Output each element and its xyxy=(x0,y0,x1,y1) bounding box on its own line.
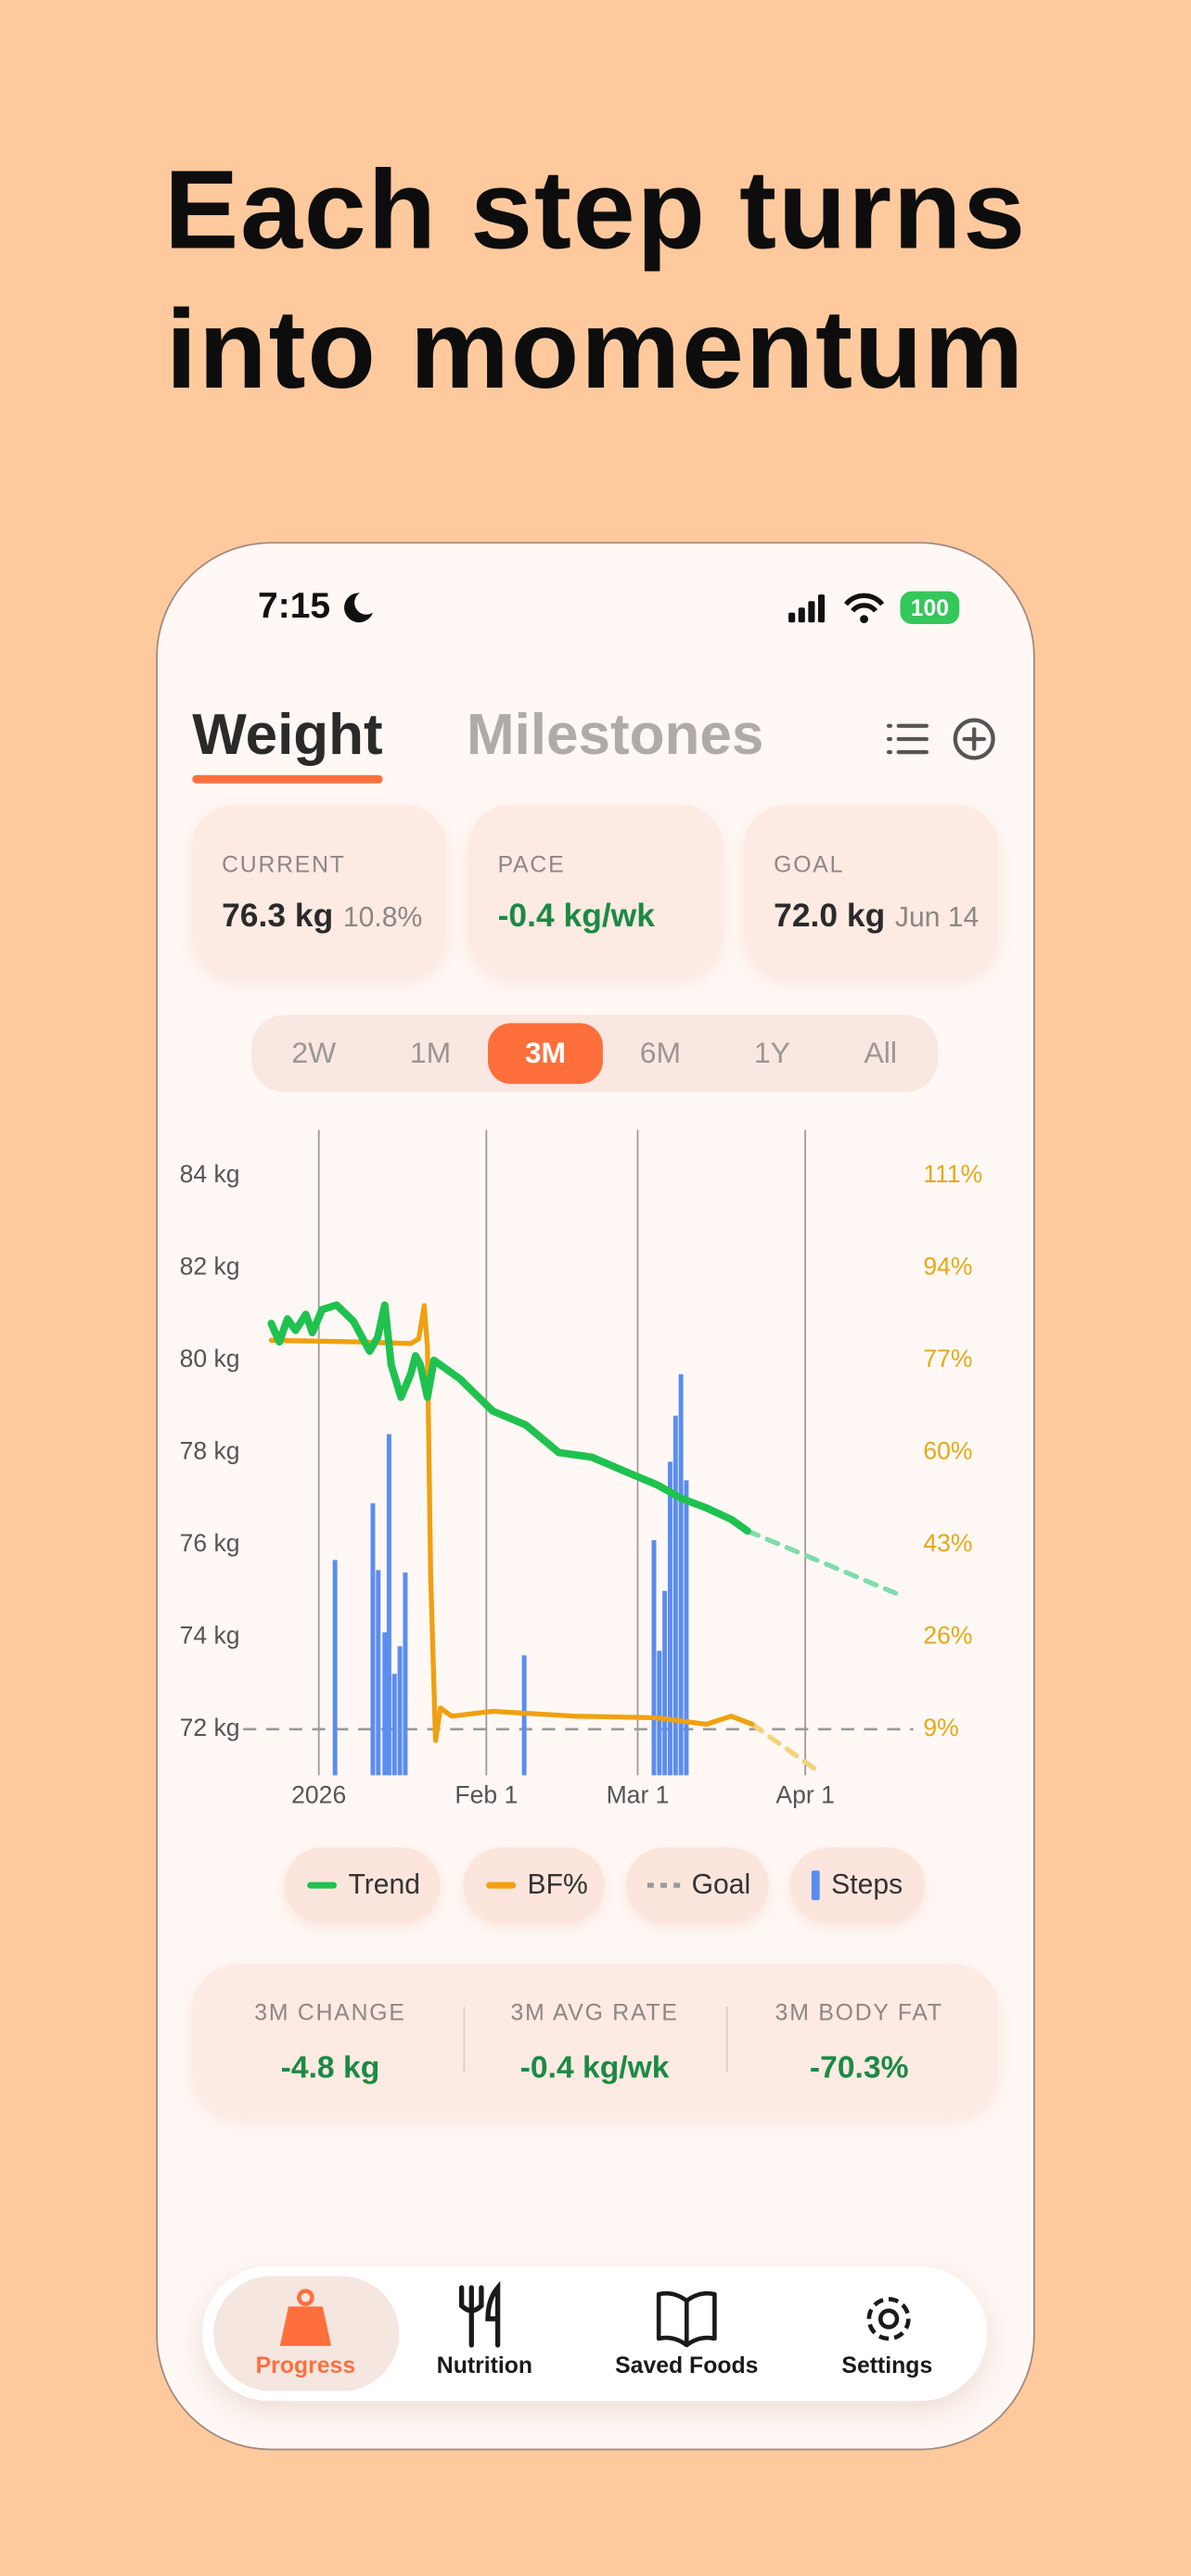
y2-tick-label: 77% xyxy=(923,1345,972,1372)
moon-icon xyxy=(344,593,374,623)
divider xyxy=(463,2007,466,2073)
x-tick-label: Feb 1 xyxy=(455,1781,518,1809)
range-option[interactable]: 1M xyxy=(409,1036,452,1069)
saved-foods-icon[interactable] xyxy=(656,2290,717,2348)
tab[interactable]: Weight xyxy=(192,703,383,768)
stat-card: GOAL 72.0 kg Jun 14 xyxy=(744,804,999,976)
card-value: 76.3 kg 10.8% xyxy=(222,899,422,937)
x-tick-label: Apr 1 xyxy=(775,1781,834,1809)
headline: Each step turns xyxy=(163,147,1028,273)
legend-item[interactable]: Trend xyxy=(284,1847,441,1923)
tab[interactable]: Milestones xyxy=(466,703,764,768)
legend-item[interactable]: BF% xyxy=(463,1847,605,1923)
tab-bar-label[interactable]: Progress xyxy=(255,2352,356,2378)
range-option[interactable]: 3M xyxy=(487,1023,603,1084)
legend-swatch xyxy=(647,1882,684,1888)
y2-tick-label: 43% xyxy=(923,1529,972,1557)
y2-tick-label: 111% xyxy=(923,1160,982,1188)
bar xyxy=(382,1632,388,1776)
bar xyxy=(376,1570,381,1776)
legend-label: Trend xyxy=(348,1868,420,1901)
bar xyxy=(657,1651,662,1776)
y-tick-label: 84 kg xyxy=(180,1160,240,1188)
y-tick-label: 82 kg xyxy=(180,1253,240,1281)
y2-tick-label: 60% xyxy=(923,1436,972,1464)
bar xyxy=(672,1415,678,1776)
range-option[interactable]: 2W xyxy=(291,1036,337,1069)
line xyxy=(268,1303,755,1743)
y2-tick-label: 26% xyxy=(923,1621,972,1649)
summary-label: 3M BODY FAT xyxy=(775,1998,943,2025)
y-tick-label: 76 kg xyxy=(180,1529,240,1557)
card-value: 72.0 kg Jun 14 xyxy=(774,899,979,937)
nutrition-icon[interactable] xyxy=(459,2280,501,2348)
tab-bar-label[interactable]: Nutrition xyxy=(436,2352,533,2378)
legend-item[interactable]: Steps xyxy=(789,1847,926,1923)
bar xyxy=(678,1373,684,1776)
legend-swatch xyxy=(307,1881,338,1889)
y-tick-label: 72 kg xyxy=(180,1714,240,1741)
bar xyxy=(662,1590,668,1776)
bar xyxy=(370,1503,376,1776)
status-time: 7:15 xyxy=(258,584,331,626)
toolbar-icons[interactable] xyxy=(884,716,1009,765)
summary-label: 3M AVG RATE xyxy=(510,1998,679,2025)
legend-item[interactable]: Goal xyxy=(625,1847,769,1923)
bar xyxy=(667,1461,672,1776)
legend-label: BF% xyxy=(527,1868,588,1901)
legend-label: Steps xyxy=(831,1868,903,1901)
y2-tick-label: 9% xyxy=(923,1714,958,1741)
card-label: PACE xyxy=(497,850,566,877)
settings-icon[interactable] xyxy=(866,2297,911,2341)
range-option[interactable]: 6M xyxy=(639,1036,682,1069)
x-tick-label: Mar 1 xyxy=(607,1781,670,1809)
tab-bar-label[interactable]: Saved Foods xyxy=(615,2352,759,2378)
card-value: -0.4 kg/wk xyxy=(497,898,655,935)
stat-card: PACE -0.4 kg/wk xyxy=(467,804,724,976)
bar xyxy=(386,1434,391,1776)
summary-value: -0.4 kg/wk xyxy=(519,2051,670,2086)
card-label: CURRENT xyxy=(222,850,346,877)
headline: into momentum xyxy=(165,287,1026,413)
tab-underline xyxy=(192,774,383,784)
tab-bar-icons xyxy=(279,2280,911,2348)
summary-label: 3M CHANGE xyxy=(254,1998,406,2025)
card-label: GOAL xyxy=(774,850,845,877)
summary-value: -4.8 kg xyxy=(280,2051,380,2086)
bar xyxy=(332,1560,338,1776)
card-note: Jun 14 xyxy=(894,901,980,933)
y-tick-label: 74 kg xyxy=(180,1621,240,1649)
y-tick-label: 78 kg xyxy=(180,1436,240,1464)
projection-line xyxy=(745,1528,899,1596)
stat-card: CURRENT 76.3 kg 10.8% xyxy=(192,804,447,976)
y2-tick-label: 94% xyxy=(923,1253,972,1281)
summary-card xyxy=(192,1964,999,2116)
card-value-text: 72.0 kg xyxy=(774,898,886,935)
progress-icon[interactable] xyxy=(279,2289,332,2346)
range-option[interactable]: 1Y xyxy=(753,1036,790,1069)
tab-bar-label[interactable]: Settings xyxy=(841,2352,933,2378)
signal-wifi-icons xyxy=(788,593,885,624)
x-tick-label: 2026 xyxy=(291,1781,346,1809)
line xyxy=(267,1301,751,1535)
projection-line xyxy=(749,1721,825,1777)
bar xyxy=(684,1480,689,1776)
legend-swatch xyxy=(811,1870,820,1901)
legend-swatch xyxy=(486,1881,517,1889)
battery: 100 xyxy=(900,591,960,624)
card-note: 10.8% xyxy=(342,901,423,933)
y-tick-label: 80 kg xyxy=(180,1345,240,1372)
bar xyxy=(403,1572,408,1776)
bar xyxy=(651,1539,657,1776)
legend-label: Goal xyxy=(691,1868,751,1901)
bar xyxy=(397,1646,403,1776)
summary-value: -70.3% xyxy=(809,2051,909,2086)
range-option[interactable]: All xyxy=(864,1036,897,1069)
divider xyxy=(725,2007,728,2073)
bar xyxy=(391,1674,397,1776)
card-value-text: 76.3 kg xyxy=(222,898,334,935)
